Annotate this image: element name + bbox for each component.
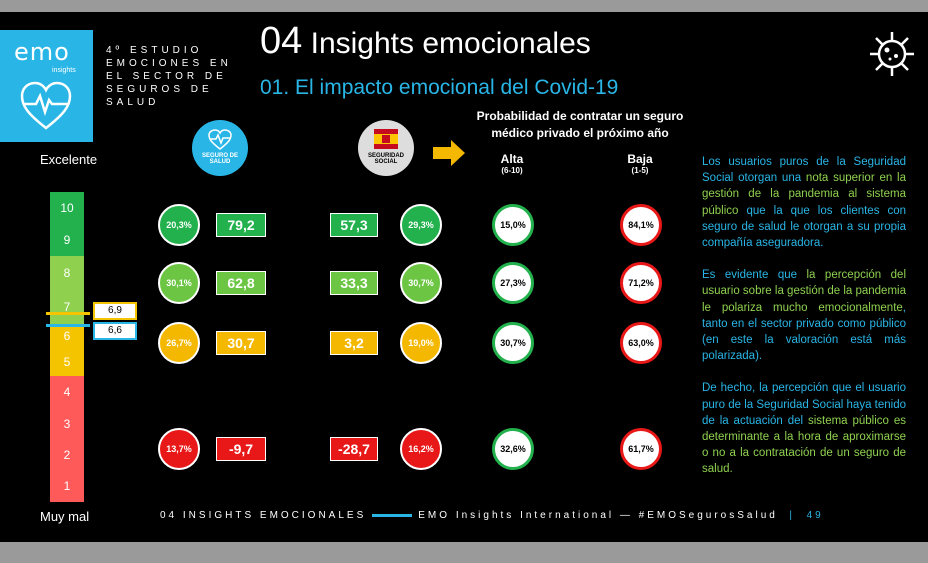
alta-pct: 30,7% xyxy=(492,322,534,364)
baja-pct: 63,0% xyxy=(620,322,662,364)
seguro-pct-circle: 26,7% xyxy=(158,322,200,364)
baja-pct: 84,1% xyxy=(620,204,662,246)
footer-right: EMO Insights International — #EMOSeguros… xyxy=(418,510,778,521)
baja-pct: 71,2% xyxy=(620,262,662,304)
seguridad-pct-circle: 29,3% xyxy=(400,204,442,246)
seguro-pct-circle: 30,1% xyxy=(158,262,200,304)
seguridad-pct-circle: 16,2% xyxy=(400,428,442,470)
scale-level-3: 3 xyxy=(50,408,84,440)
spain-shield-icon xyxy=(374,129,398,149)
title-number: 04 xyxy=(260,20,303,62)
seguro-salud-label: SEGURO DE SALUD xyxy=(201,153,238,165)
baja-label: Baja xyxy=(627,152,653,166)
description: Los usuarios puros de la Seguridad Socia… xyxy=(702,154,906,494)
scale-level-9: 9 xyxy=(50,224,84,256)
page-subtitle: 01. El impacto emocional del Covid-19 xyxy=(260,76,619,99)
seguridad-score: 33,3 xyxy=(330,271,378,295)
seguro-pct-circle: 20,3% xyxy=(158,204,200,246)
marker-seguro-score: 6,9 xyxy=(93,302,137,320)
logo-subtext: insights xyxy=(52,67,76,74)
seguro-score: -9,7 xyxy=(216,437,266,461)
marker-high-line xyxy=(46,312,90,315)
scale-level-10: 10 xyxy=(50,192,84,224)
study-title: 4º ESTUDIO EMOCIONES EN EL SECTOR DE SEG… xyxy=(106,45,232,108)
alta-label: Alta xyxy=(500,152,524,166)
seguridad-pct-circle: 30,7% xyxy=(400,262,442,304)
alta-pct: 32,6% xyxy=(492,428,534,470)
desc-paragraph-1: Los usuarios puros de la Seguridad Socia… xyxy=(702,156,906,250)
scale-level-1: 1 xyxy=(50,470,84,502)
virus-icon xyxy=(870,32,914,76)
arrow-right-icon xyxy=(433,140,465,166)
scale-top-label: Excelente xyxy=(40,152,98,167)
seguridad-score: 57,3 xyxy=(330,213,378,237)
marker-low-line xyxy=(46,324,90,327)
heart-pulse-icon xyxy=(208,129,232,150)
desc-paragraph-3: De hecho, la percepción que el usuario p… xyxy=(702,382,906,476)
seguro-salud-badge: SEGURO DE SALUD xyxy=(192,120,248,176)
scale-level-4: 4 xyxy=(50,376,84,408)
emo-logo: emo insights xyxy=(0,30,93,142)
scale-level-5: 5 xyxy=(50,348,84,376)
alta-header: Alta (6-10) xyxy=(482,152,542,175)
seguridad-social-label: SEGURIDAD SOCIAL xyxy=(367,153,404,165)
baja-header: Baja (1-5) xyxy=(610,152,670,175)
desc-paragraph-2: Es evidente que la percepción del usuari… xyxy=(702,269,906,363)
title-text: Insights emocionales xyxy=(310,27,591,60)
seguridad-score: 3,2 xyxy=(330,331,378,355)
logo-text: emo xyxy=(14,38,70,66)
seguridad-score: -28,7 xyxy=(330,437,378,461)
scale-level-8: 8 xyxy=(50,256,84,290)
marker-seguridad-score: 6,6 xyxy=(93,322,137,340)
scale-bottom-label: Muy mal xyxy=(40,509,90,524)
seguridad-social-badge: SEGURIDAD SOCIAL xyxy=(358,120,414,176)
scale-level-7: 7 xyxy=(50,290,84,324)
footer-left: 04 INSIGHTS EMOCIONALES xyxy=(160,510,367,521)
page-title: 04 Insights emocionales xyxy=(260,20,591,63)
baja-pct: 61,7% xyxy=(620,428,662,470)
footer: 04 INSIGHTS EMOCIONALES EMO Insights Inte… xyxy=(160,510,824,521)
alta-pct: 15,0% xyxy=(492,204,534,246)
seguro-score: 79,2 xyxy=(216,213,266,237)
scale-level-2: 2 xyxy=(50,440,84,470)
alta-range: (6-10) xyxy=(501,166,523,175)
slide: emo insights 4º ESTUDIO EMOCIONES EN EL … xyxy=(0,12,928,542)
probability-title: Probabilidad de contratar un seguro médi… xyxy=(476,109,684,140)
seguro-score: 62,8 xyxy=(216,271,266,295)
seguro-pct-circle: 13,7% xyxy=(158,428,200,470)
seguridad-pct-circle: 19,0% xyxy=(400,322,442,364)
page-number: 49 xyxy=(806,510,824,521)
baja-range: (1-5) xyxy=(631,166,649,175)
scale-level-6: 6 xyxy=(50,324,84,348)
alta-pct: 27,3% xyxy=(492,262,534,304)
seguro-score: 30,7 xyxy=(216,331,266,355)
heart-pulse-icon xyxy=(20,81,72,130)
